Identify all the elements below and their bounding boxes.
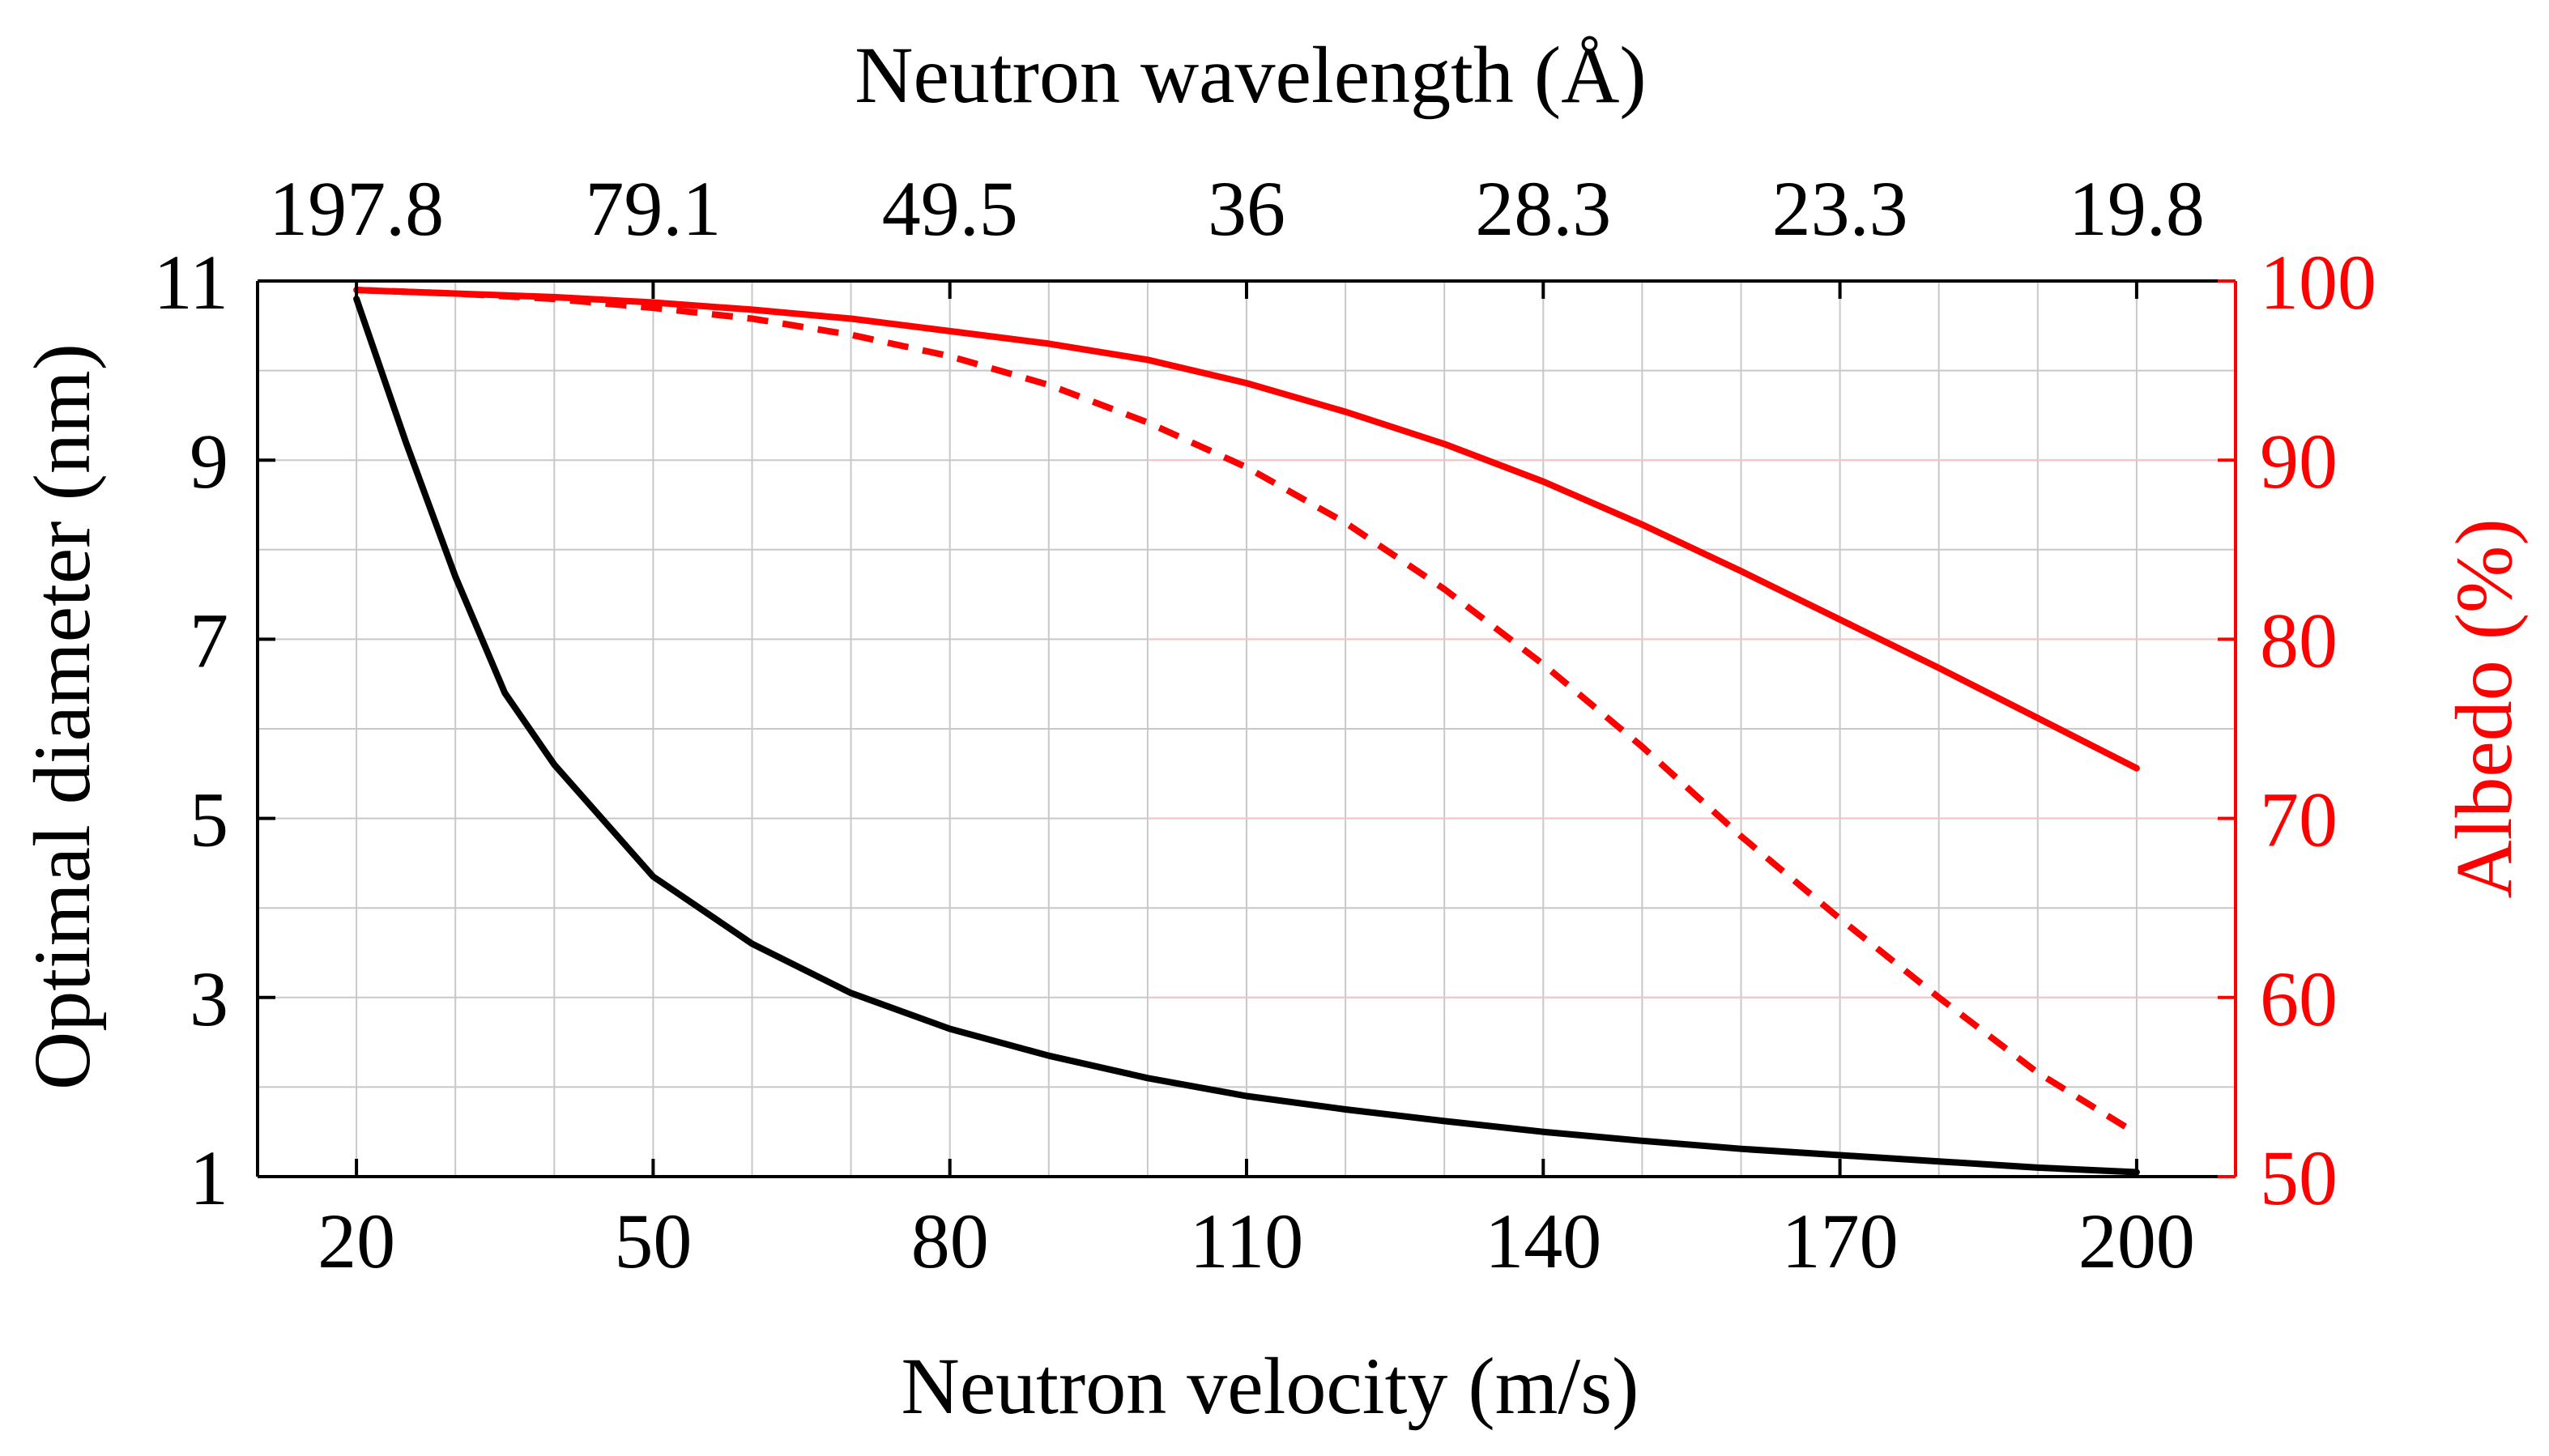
y2-tick-label: 100 xyxy=(2260,239,2376,326)
x-axis-title: Neutron velocity (m/s) xyxy=(902,1341,1639,1431)
tick-marks xyxy=(258,279,2236,1178)
y-tick-label: 11 xyxy=(154,239,228,326)
series-layer xyxy=(353,287,2140,1176)
y2-tick-label: 50 xyxy=(2260,1135,2338,1221)
x-tick-label: 170 xyxy=(1782,1198,1899,1284)
y2-tick-label: 70 xyxy=(2260,777,2338,863)
x-tick-label: 110 xyxy=(1190,1198,1303,1284)
y-tick-label: 9 xyxy=(190,418,228,504)
x-tick-label: 140 xyxy=(1485,1198,1601,1284)
x2-tick-label: 36 xyxy=(1208,165,1285,252)
series-line-2 xyxy=(353,287,2140,772)
y-tick-label: 5 xyxy=(190,777,228,863)
x-tick-label: 200 xyxy=(2078,1198,2195,1284)
x-tick-label: 80 xyxy=(911,1198,989,1284)
x2-tick-label: 79.1 xyxy=(585,165,721,252)
tick-labels: 20197.85079.18049.51103614028.317023.320… xyxy=(154,165,2376,1284)
y2-axis-title: Albedo (%) xyxy=(2439,518,2529,898)
y2-tick-label: 90 xyxy=(2260,418,2338,504)
series-line-1 xyxy=(353,296,2140,1176)
series-line-3 xyxy=(356,287,2138,1137)
x-tick-label: 20 xyxy=(318,1198,395,1284)
x2-tick-label: 197.8 xyxy=(269,165,444,252)
x2-tick-label: 28.3 xyxy=(1475,165,1611,252)
x2-tick-label: 49.5 xyxy=(882,165,1018,252)
x-tick-label: 50 xyxy=(614,1198,692,1284)
y-tick-label: 7 xyxy=(190,597,228,683)
grid xyxy=(258,281,2236,1177)
x2-tick-label: 23.3 xyxy=(1772,165,1908,252)
y2-tick-label: 60 xyxy=(2260,956,2338,1042)
y-tick-label: 1 xyxy=(190,1135,228,1221)
y-tick-label: 3 xyxy=(190,956,228,1042)
x2-axis-title: Neutron wavelength (Å) xyxy=(855,30,1646,120)
y2-tick-label: 80 xyxy=(2260,597,2338,683)
x2-tick-label: 19.8 xyxy=(2069,165,2205,252)
y-axis-title: Optimal diameter (nm) xyxy=(17,343,107,1090)
